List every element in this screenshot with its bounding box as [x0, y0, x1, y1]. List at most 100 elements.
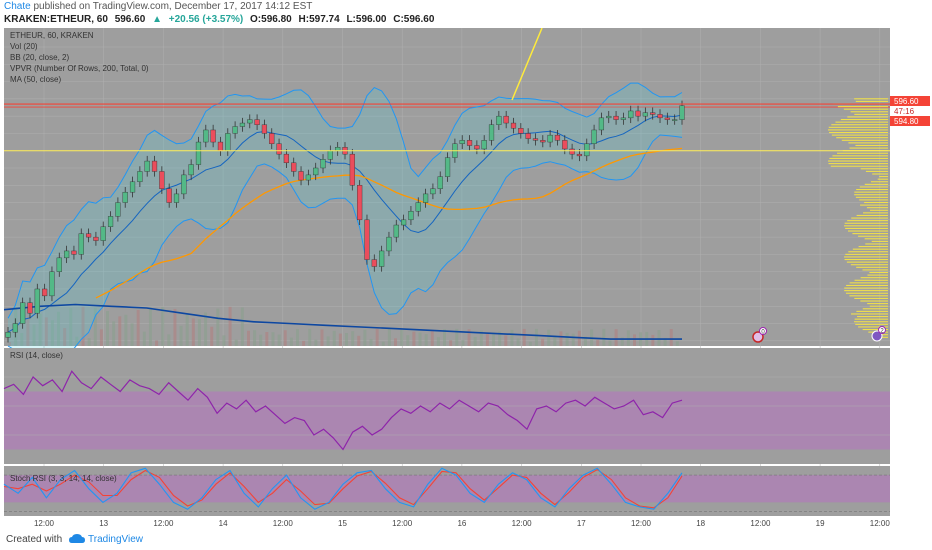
volume-bar: [112, 321, 116, 346]
volume-bar: [302, 340, 306, 346]
vpvr-bar: [835, 121, 888, 123]
tradingview-brand[interactable]: TradingView: [88, 534, 144, 545]
candle-down: [27, 302, 33, 314]
vpvr-bar: [828, 126, 888, 128]
vpvr-bar: [844, 225, 888, 227]
stoch-label: Stoch RSI (3, 3, 14, 14, close): [10, 474, 117, 483]
candles: [5, 100, 685, 343]
volume-bar: [99, 329, 103, 346]
volume-bar: [455, 328, 459, 346]
volume-bar: [583, 336, 587, 346]
volume-bar: [253, 330, 257, 346]
candle-up: [188, 164, 194, 176]
candle-up: [422, 193, 429, 203]
candle-up: [459, 140, 465, 144]
vpvr-bar: [859, 186, 888, 188]
volume-bar: [173, 308, 177, 346]
vpvr-bar: [856, 188, 888, 191]
price-axis-label: 580.00: [896, 129, 921, 138]
volume-bar: [204, 312, 208, 346]
dividend-marker[interactable]: 0: [752, 327, 767, 343]
publish-line: Chate published on TradingView.com, Dece…: [4, 1, 312, 12]
candle-down: [85, 233, 92, 238]
vpvr-bar: [854, 113, 888, 115]
vpvr-bar: [847, 220, 888, 222]
volume-bar: [265, 332, 269, 346]
vpvr-bar: [864, 238, 888, 240]
trend-line[interactable]: [511, 28, 543, 101]
vpvr-bar: [845, 253, 888, 255]
volume-bar: [559, 331, 563, 346]
vpvr-bar: [860, 168, 888, 170]
volume-bar: [461, 340, 465, 346]
volume-bar: [375, 328, 379, 346]
vpvr-bar: [881, 336, 888, 338]
price-axis-label: 570.00: [896, 147, 921, 156]
volume-bar: [479, 330, 483, 346]
vpvr-bar: [847, 116, 888, 118]
volume-bar: [541, 338, 545, 346]
vpvr-bar: [857, 316, 888, 318]
candle-up: [672, 119, 678, 121]
price-change: +20.56 (+3.57%): [168, 14, 244, 25]
candle-up: [144, 160, 150, 172]
vpvr-bar: [844, 222, 888, 224]
volume-bar: [675, 341, 679, 346]
volume-bar: [436, 337, 440, 346]
vpvr-bar: [870, 209, 888, 211]
vpvr-bar: [856, 310, 888, 312]
author-link[interactable]: Chate: [4, 1, 31, 12]
volume-bar: [504, 335, 508, 346]
candle-up: [64, 250, 70, 259]
time-axis-label: 12:00: [34, 519, 55, 528]
price-tag-label: 47:16: [894, 107, 915, 116]
volume-bar: [136, 309, 140, 346]
vpvr-bar: [867, 274, 888, 276]
candle-up: [78, 233, 84, 255]
vpvr-bar: [828, 163, 888, 165]
price-axis-label: 630.00: [896, 43, 921, 52]
candle-up: [320, 159, 326, 169]
rsi-axis-label: 80.0000: [896, 373, 925, 382]
volume-bar: [351, 331, 355, 346]
stoch-pane[interactable]: [4, 466, 890, 516]
vpvr-bar: [869, 271, 888, 274]
bollinger-fill: [8, 83, 682, 361]
vpvr-bar: [848, 142, 888, 144]
ideas-marker[interactable]: 2: [871, 326, 886, 342]
candle-up: [679, 105, 685, 120]
rsi-band: [4, 391, 890, 450]
time-axis-label: 12:00: [750, 519, 771, 528]
candle-up: [313, 167, 319, 176]
volume-ma-line: [3, 303, 682, 340]
price-axis-label: 490.00: [896, 285, 921, 294]
candle-down: [503, 115, 509, 124]
candle-down: [291, 162, 297, 172]
vpvr-bar: [850, 111, 888, 113]
volume-bar: [467, 329, 471, 346]
vpvr-bar: [831, 124, 888, 126]
close-value: C:596.60: [393, 14, 435, 25]
vpvr-bar: [858, 235, 888, 237]
vpvr-bar: [855, 196, 888, 198]
time-axis[interactable]: [4, 517, 890, 529]
chart-area[interactable]: 630.00620.00610.00600.00590.00580.00570.…: [0, 28, 932, 530]
volume-bar: [210, 326, 214, 346]
time-axis-label: 17: [577, 519, 586, 528]
vpvr-bar: [870, 181, 888, 183]
vpvr-bar: [877, 178, 888, 180]
volume-bar: [338, 333, 342, 346]
candle-up: [5, 331, 11, 338]
candle-down: [364, 219, 370, 260]
candle-down: [474, 145, 480, 150]
main-pane[interactable]: [4, 28, 890, 346]
vpvr-bar: [829, 157, 888, 159]
candle-up: [415, 202, 421, 212]
price-axis-label: 500.00: [896, 268, 921, 277]
volume-bar: [632, 334, 636, 346]
volume-bar: [547, 329, 551, 346]
price-tag-label: 594.80: [894, 117, 919, 126]
volume-bar: [394, 338, 398, 346]
volume-bar: [528, 341, 532, 346]
vpvr-bar: [854, 194, 888, 196]
